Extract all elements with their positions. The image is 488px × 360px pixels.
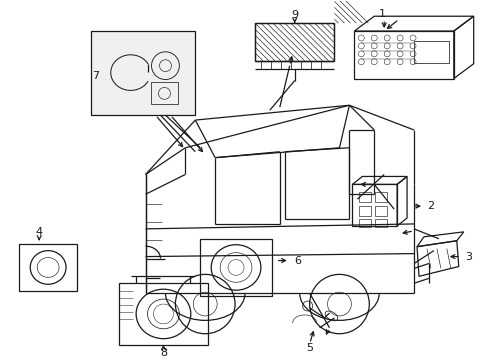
- Text: 2: 2: [427, 201, 434, 211]
- Bar: [374, 192, 386, 202]
- Bar: [359, 192, 370, 202]
- Text: 9: 9: [290, 10, 298, 20]
- Bar: [150, 82, 178, 104]
- Text: 3: 3: [464, 252, 471, 262]
- Text: 6: 6: [294, 256, 301, 266]
- Bar: [359, 219, 370, 227]
- Bar: [359, 206, 370, 216]
- Text: 4: 4: [36, 227, 42, 237]
- Bar: [254, 23, 334, 61]
- Text: 7: 7: [92, 71, 99, 81]
- Bar: [200, 239, 271, 296]
- Bar: [19, 244, 77, 291]
- Bar: [352, 184, 396, 226]
- Bar: [119, 283, 208, 345]
- Text: 1: 1: [378, 9, 385, 19]
- Text: 5: 5: [305, 343, 312, 352]
- Bar: [413, 41, 448, 63]
- Text: 8: 8: [160, 347, 167, 357]
- Bar: [374, 219, 386, 227]
- Bar: [91, 31, 195, 115]
- Bar: [374, 206, 386, 216]
- Bar: [254, 23, 334, 61]
